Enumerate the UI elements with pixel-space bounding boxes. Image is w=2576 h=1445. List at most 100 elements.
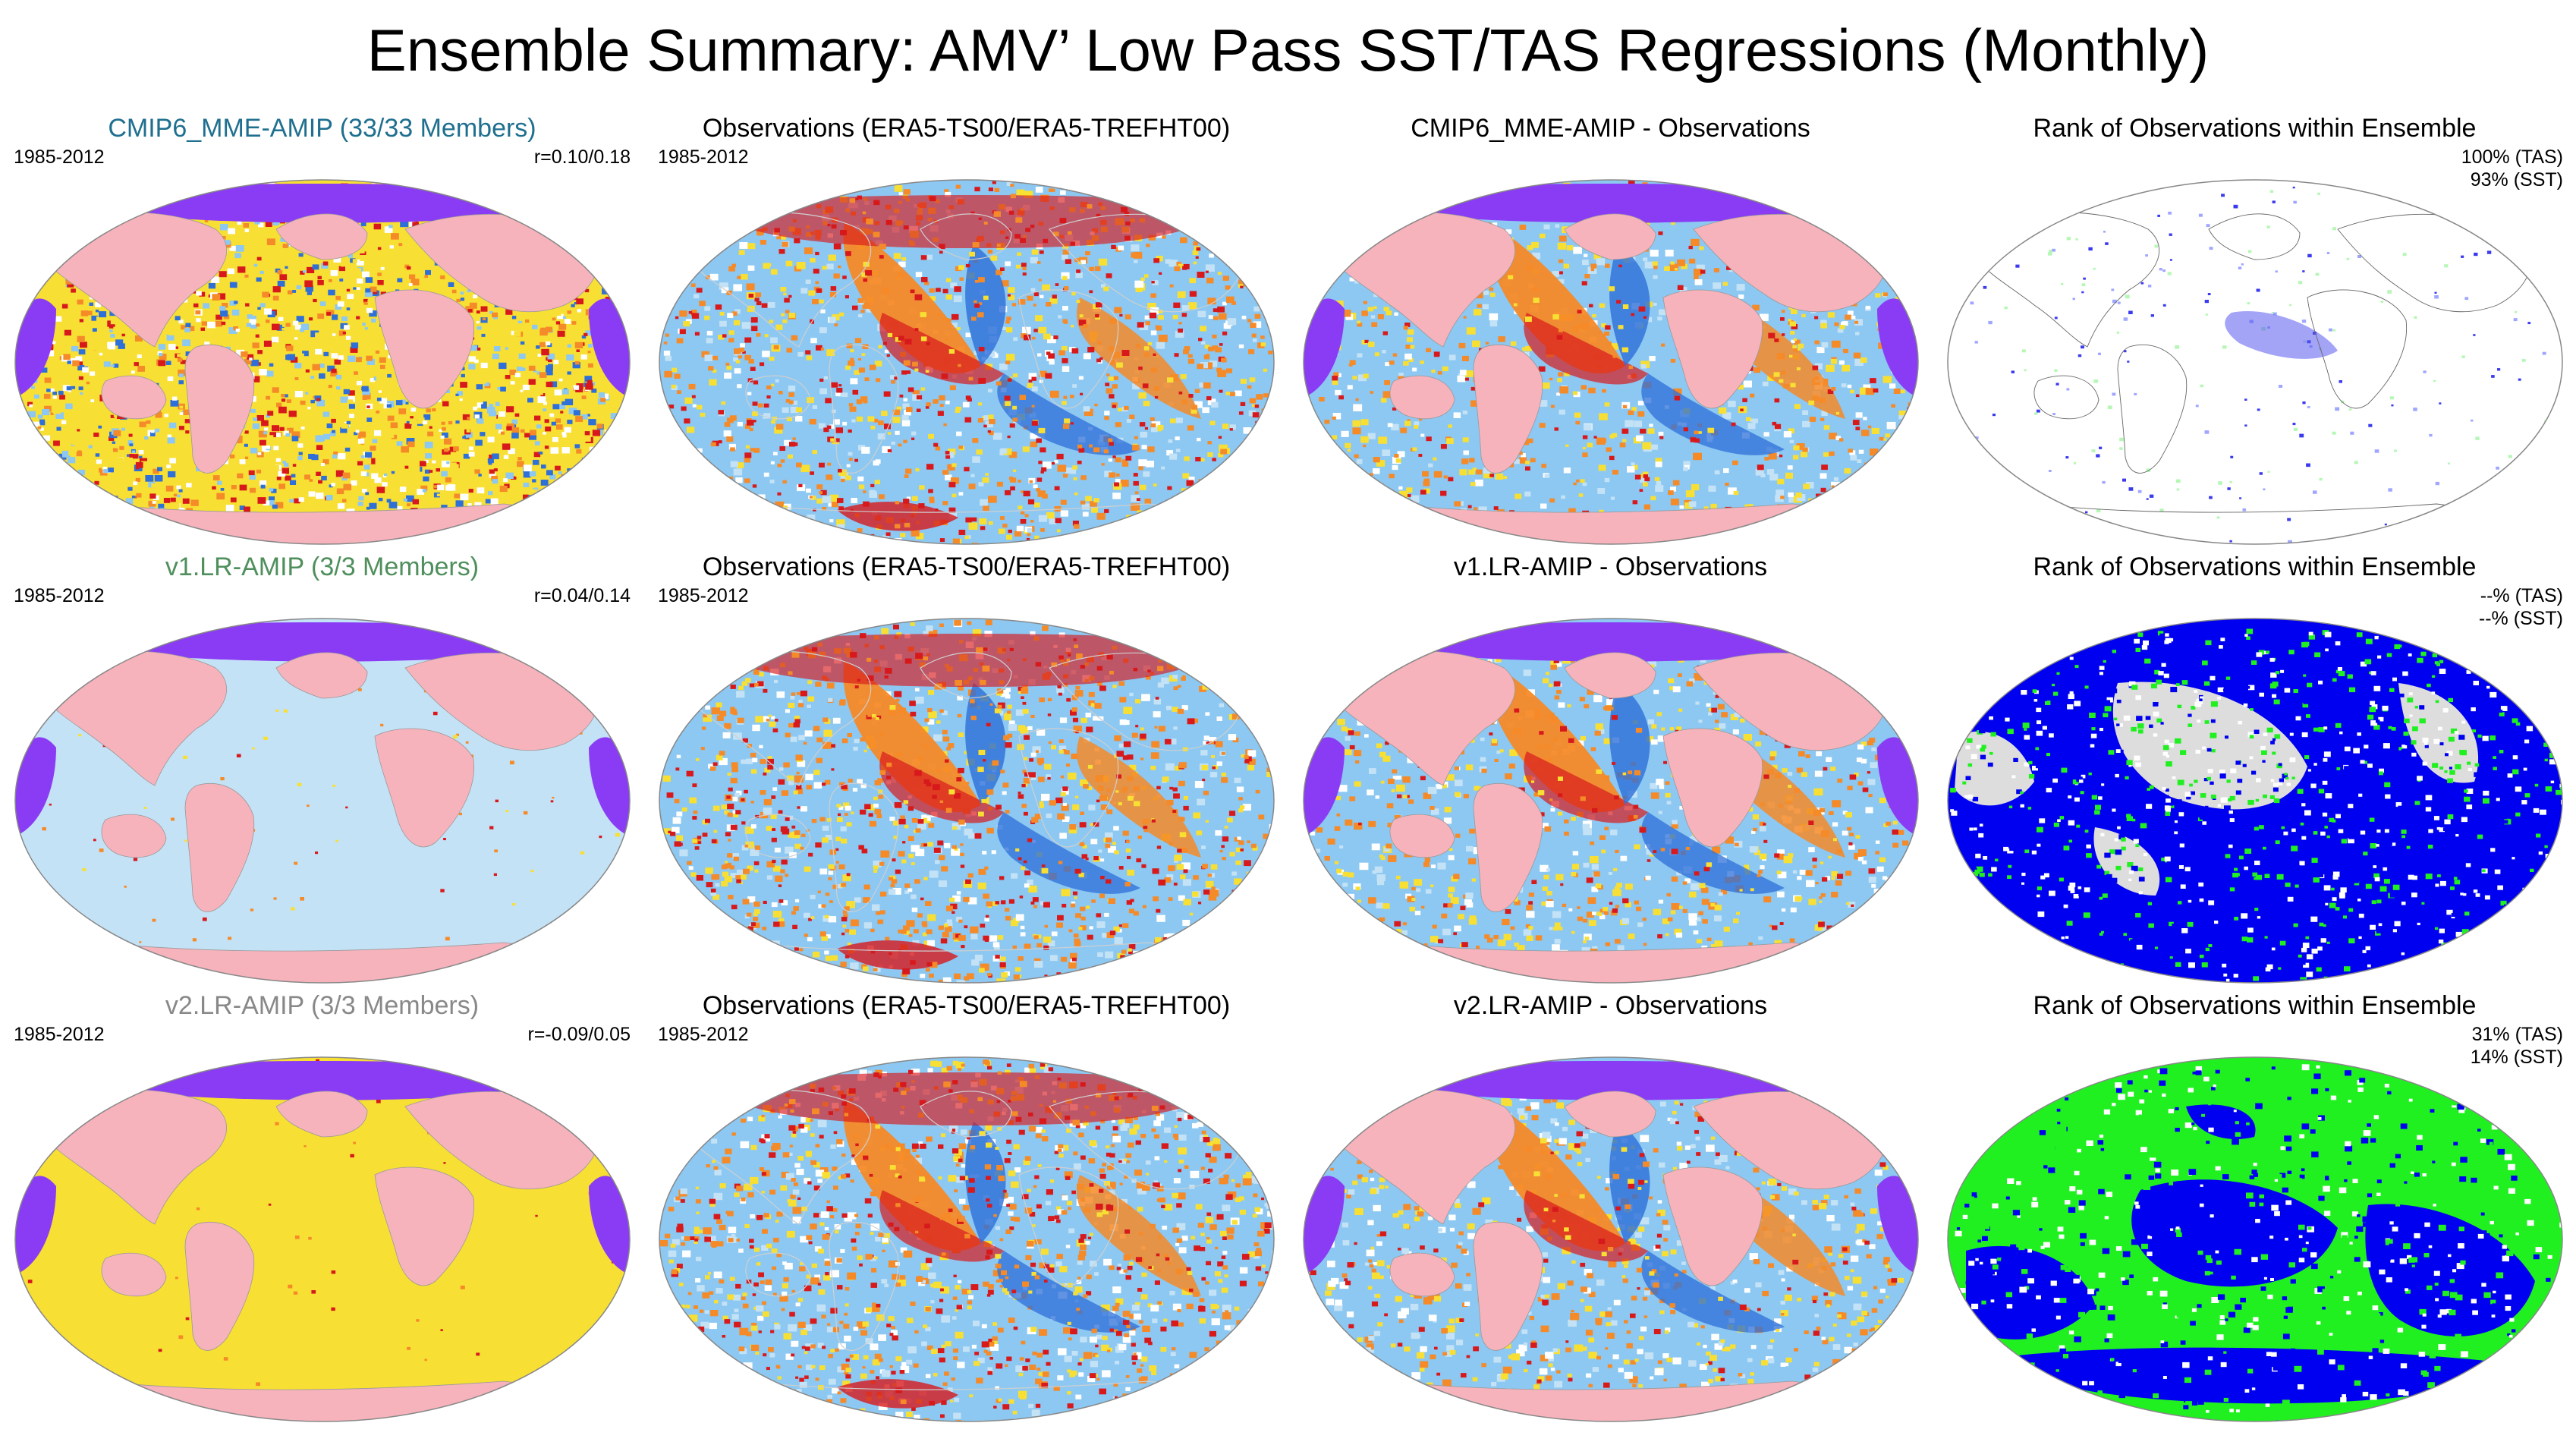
panel-obs-row-3: Observations (ERA5-TS00/ERA5-TREFHT00) 1… — [644, 990, 1288, 1428]
map-content — [15, 619, 630, 983]
rank-title: Rank of Observations within Ensemble — [2033, 114, 2477, 143]
continent-outline — [2033, 375, 2099, 420]
diff-map — [1303, 618, 1919, 984]
continent-outline — [745, 814, 811, 858]
panel-obs-row-2: Observations (ERA5-TS00/ERA5-TREFHT00) 1… — [644, 551, 1288, 990]
map-content — [1948, 180, 2562, 544]
model-correlation: r=0.04/0.14 — [533, 585, 631, 606]
continent-shape — [184, 345, 255, 474]
map-border — [659, 179, 1275, 545]
diff-title: v2.LR-AMIP - Observations — [1453, 991, 1768, 1020]
continent-outline — [1018, 289, 1119, 409]
obs-title: Observations (ERA5-TS00/ERA5-TREFHT00) — [702, 991, 1231, 1020]
diff-title: v1.LR-AMIP - Observations — [1453, 552, 1768, 581]
model-period: 1985-2012 — [14, 146, 105, 168]
model-period: 1985-2012 — [14, 1024, 105, 1045]
continent-shape — [1564, 213, 1656, 260]
rank-percentages: 31% (TAS) 14% (SST) — [2471, 1023, 2563, 1069]
model-correlation: r=-0.09/0.05 — [527, 1024, 631, 1045]
west-edge-region — [15, 298, 56, 396]
continent-outline — [829, 344, 899, 474]
east-edge-region — [1877, 1176, 1918, 1273]
rank-sst: 93% (SST) — [2470, 169, 2563, 190]
panel-diff-row-1: CMIP6_MME-AMIP - Observations — [1288, 112, 1933, 551]
continent-shape — [374, 1166, 475, 1286]
east-edge-region — [589, 1176, 630, 1273]
panel-diff-row-2: v1.LR-AMIP - Observations — [1288, 551, 1933, 990]
rank-title: Rank of Observations within Ensemble — [2033, 552, 2477, 581]
map-border — [1947, 179, 2563, 545]
rank-percentages: --% (TAS) --% (SST) — [2479, 584, 2563, 630]
figure-title: Ensemble Summary: AMV’ Low Pass SST/TAS … — [366, 17, 2210, 83]
model-title: CMIP6_MME-AMIP (33/33 Members) — [108, 114, 536, 143]
west-edge-region — [15, 1176, 56, 1273]
obs-period: 1985-2012 — [658, 146, 749, 168]
panel-model-row-2: v1.LR-AMIP (3/3 Members) 1985-2012 r=0.0… — [0, 551, 644, 990]
continent-shape — [1389, 1252, 1455, 1297]
continent-shape — [275, 652, 368, 699]
rank-tas: 31% (TAS) — [2471, 1024, 2563, 1045]
continent-outline — [920, 1091, 1012, 1138]
diff-title: CMIP6_MME-AMIP - Observations — [1411, 114, 1810, 143]
model-map — [14, 1056, 631, 1422]
map-content — [1304, 619, 1918, 983]
east-edge-region — [589, 737, 630, 835]
continent-shape — [184, 1222, 255, 1351]
rank-title: Rank of Observations within Ensemble — [2033, 991, 2477, 1020]
panel-rank-row-2: Rank of Observations within Ensemble --%… — [1933, 551, 2576, 990]
continent-shape — [1662, 1166, 1763, 1286]
continent-shape — [1473, 345, 1543, 474]
panel-obs-row-1: Observations (ERA5-TS00/ERA5-TREFHT00) 1… — [644, 112, 1288, 551]
continent-shape — [1389, 814, 1455, 858]
continent-outline — [2307, 289, 2408, 409]
continent-shape — [101, 1252, 167, 1297]
obs-map — [659, 618, 1275, 984]
model-period: 1985-2012 — [14, 585, 105, 606]
rank-map — [1947, 1056, 2563, 1422]
obs-title: Observations (ERA5-TS00/ERA5-TREFHT00) — [702, 552, 1231, 581]
model-map — [14, 618, 631, 984]
continent-shape — [1564, 1091, 1656, 1138]
rank-tas: 100% (TAS) — [2461, 146, 2563, 168]
west-edge-region — [15, 737, 56, 835]
map-border — [1303, 179, 1919, 545]
panel-diff-row-3: v2.LR-AMIP - Observations — [1288, 990, 1933, 1428]
continent-outline — [829, 1221, 899, 1352]
continent-outline — [745, 1252, 811, 1297]
east-edge-region — [589, 298, 630, 396]
map-border — [659, 1056, 1275, 1422]
continent-outline — [2117, 344, 2188, 474]
continent-shape — [275, 1091, 368, 1138]
rank-tas: --% (TAS) — [2480, 585, 2563, 606]
rank-map — [1947, 179, 2563, 545]
map-border — [1947, 618, 2563, 984]
west-edge-region — [1304, 1176, 1345, 1273]
east-edge-region — [1877, 737, 1918, 835]
map-content — [659, 1057, 1274, 1421]
diff-map — [1303, 179, 1919, 545]
map-border — [659, 618, 1275, 984]
continent-shape — [1473, 1222, 1543, 1351]
map-content — [1948, 1057, 2562, 1421]
rank-map — [1947, 618, 2563, 984]
panel-model-row-1: CMIP6_MME-AMIP (33/33 Members) 1985-2012… — [0, 112, 644, 551]
map-content — [1304, 1057, 1918, 1421]
continent-shape — [101, 814, 167, 858]
continent-shape — [1564, 652, 1656, 699]
obs-period: 1985-2012 — [658, 1024, 749, 1045]
continent-outline — [2208, 213, 2301, 260]
west-edge-region — [1304, 737, 1345, 835]
map-border — [1303, 618, 1919, 984]
continent-outline — [1018, 728, 1119, 848]
obs-title: Observations (ERA5-TS00/ERA5-TREFHT00) — [702, 114, 1231, 143]
obs-map — [659, 179, 1275, 545]
map-content — [659, 180, 1274, 544]
model-map — [14, 179, 631, 545]
rank-sst: 14% (SST) — [2470, 1047, 2563, 1068]
panel-rank-row-1: Rank of Observations within Ensemble 100… — [1933, 112, 2576, 551]
rank-sst: --% (SST) — [2478, 608, 2563, 629]
continent-shape — [1662, 728, 1763, 848]
continent-outline — [920, 213, 1012, 260]
continent-outline — [920, 652, 1012, 699]
west-edge-region — [1304, 298, 1345, 396]
